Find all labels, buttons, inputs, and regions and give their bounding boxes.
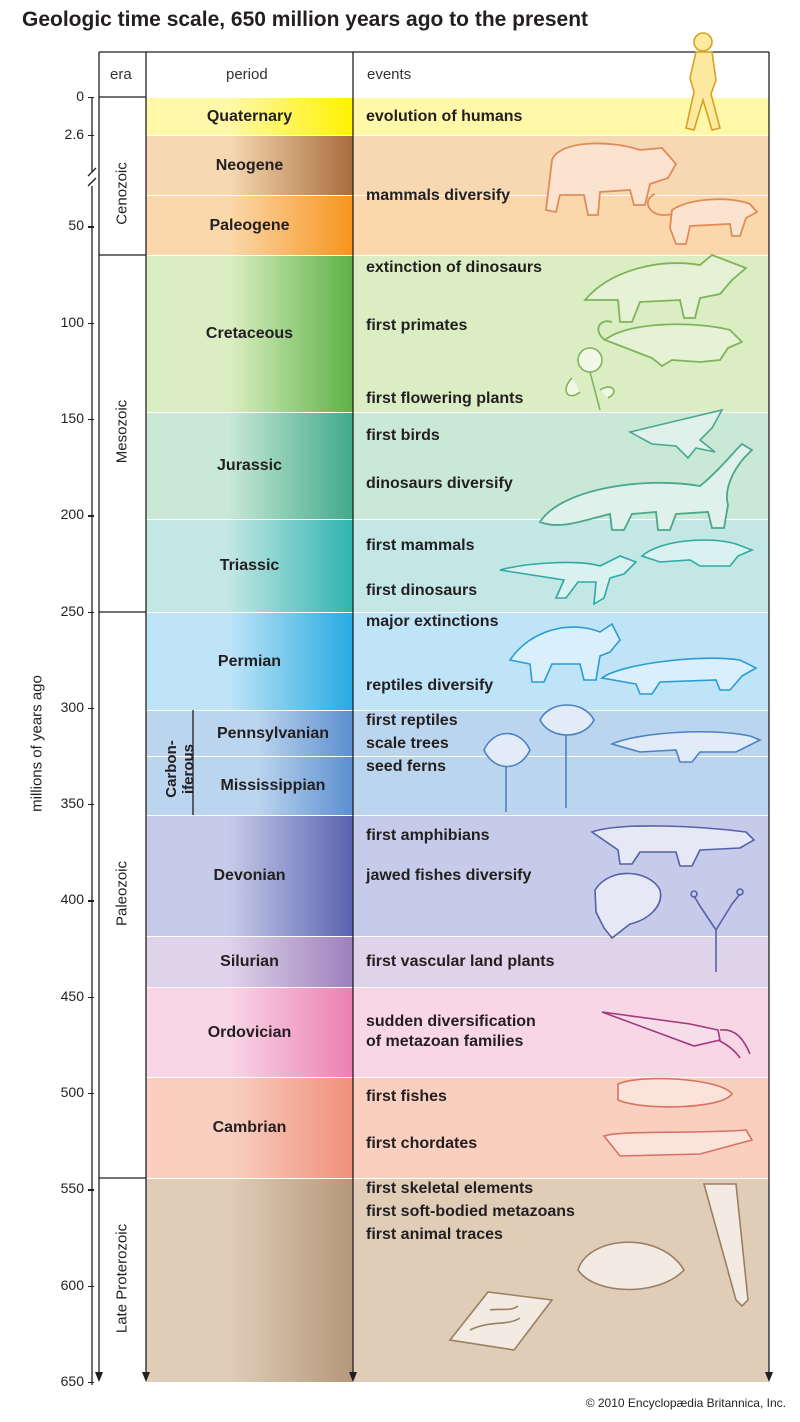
land-plant-icon <box>690 888 744 972</box>
event-seed-ferns: seed ferns <box>366 758 447 775</box>
event-major-extinctions: major extinctions <box>366 613 499 630</box>
period-paleogene: Paleogene <box>146 195 353 255</box>
event-first-primates: first primates <box>366 317 468 334</box>
page-title: Geologic time scale, 650 million years a… <box>22 8 589 31</box>
human-icon <box>685 32 721 131</box>
cone-fossil-icon <box>702 1183 749 1308</box>
event-evolution-of-humans: evolution of humans <box>366 108 523 125</box>
axis-tick-label: 2.6 <box>64 126 84 142</box>
lizard-icon <box>600 657 758 695</box>
events-column-header: events <box>367 66 412 83</box>
event-mammals-diversify: mammals diversify <box>366 187 511 204</box>
chordate-icon <box>602 1129 754 1157</box>
axis-tick-label: 200 <box>60 506 84 523</box>
event-first-reptiles: first reptiles <box>366 712 458 729</box>
lizard-icon-2 <box>609 731 762 763</box>
event-scale-trees: scale trees <box>366 735 449 752</box>
period-triassic: Triassic <box>146 519 353 612</box>
bird-icon <box>627 408 724 460</box>
period-quaternary: Quaternary <box>146 97 353 135</box>
period-neogene: Neogene <box>146 135 353 195</box>
axis-tick-label: 600 <box>60 1276 84 1293</box>
axis-tick <box>88 611 94 613</box>
event-first-amphibians: first amphibians <box>366 827 490 844</box>
cephalopod-icon <box>601 1011 751 1059</box>
event-first-skeletal-elements: first skeletal elements <box>366 1180 534 1197</box>
axis-tick <box>88 996 94 999</box>
event-first-vascular-land-plants: first vascular land plants <box>366 953 555 970</box>
period-silurian: Silurian <box>146 936 353 987</box>
sauropod-icon <box>538 442 754 531</box>
axis-tick <box>88 226 94 228</box>
axis-tick-label: 350 <box>60 795 84 812</box>
flower-icon <box>565 347 615 411</box>
event-jawed-fishes-diversify: jawed fishes diversify <box>366 867 532 884</box>
event-first-birds: first birds <box>366 427 440 444</box>
period-devonian: Devonian <box>146 815 353 936</box>
cat-icon <box>647 193 759 245</box>
event-reptiles-diversify: reptiles diversify <box>366 677 494 694</box>
period-cretaceous: Cretaceous <box>146 255 353 412</box>
axis-tick-label: 100 <box>60 313 84 330</box>
axis-tick-label: 150 <box>60 409 84 426</box>
axis-tick <box>88 804 94 806</box>
axis-tick-label: 50 <box>68 217 84 234</box>
event-first-animal-traces: first animal traces <box>366 1226 503 1243</box>
reptile-icon <box>508 622 621 683</box>
event-first-chordates: first chordates <box>366 1135 478 1152</box>
period-pennsylvanian: Pennsylvanian <box>193 710 353 756</box>
axis-tick <box>88 322 94 324</box>
event-extinction-of-dinosaurs: extinction of dinosaurs <box>366 259 543 276</box>
period-permian: Permian <box>146 612 353 710</box>
shell-fossil-icon <box>577 1241 685 1291</box>
event-sudden-diversification: sudden diversification <box>366 1013 536 1030</box>
event-first-flowering-plants: first flowering plants <box>366 390 524 407</box>
axis-tick-label: 400 <box>60 891 84 908</box>
axis-tick-label: 500 <box>60 1084 84 1101</box>
period-mississippian: Mississippian <box>193 756 353 815</box>
mammal-icon <box>640 539 755 567</box>
era-column-header: era <box>110 66 132 83</box>
triceratops-icon <box>583 253 748 323</box>
event-of-metazoan-families: of metazoan families <box>366 1033 524 1050</box>
period-jurassic: Jurassic <box>146 412 353 519</box>
axis-tick <box>88 707 94 710</box>
scale-tree-icon <box>539 704 595 808</box>
axis-tick <box>88 1189 94 1191</box>
amphibian-icon <box>590 825 756 867</box>
event-first-dinosaurs: first dinosaurs <box>366 582 478 599</box>
event-first-mammals: first mammals <box>366 537 475 554</box>
axis-tick-label: 250 <box>60 602 84 619</box>
seed-fern-icon <box>483 732 531 812</box>
event-dinosaurs-diversify: dinosaurs diversify <box>366 475 513 492</box>
axis-tick <box>88 515 94 517</box>
rhinoceros-icon <box>545 142 678 216</box>
axis-tick <box>88 135 94 137</box>
axis-tick <box>88 1285 94 1287</box>
copyright-notice: © 2010 Encyclopædia Britannica, Inc. <box>585 1396 786 1410</box>
axis-tick <box>88 1093 94 1095</box>
event-first-fishes: first fishes <box>366 1088 447 1105</box>
primate-icon <box>597 320 744 368</box>
axis-tick <box>88 1382 94 1384</box>
fish-fossil-icon <box>617 1077 734 1108</box>
axis-tick-label: 450 <box>60 987 84 1004</box>
trace-fossil-icon <box>448 1291 554 1351</box>
event-first-soft-bodied-metazoans: first soft-bodied metazoans <box>366 1203 575 1220</box>
axis-tick <box>88 418 94 421</box>
axis-tick-label: 0 <box>76 88 84 104</box>
dinosaur-icon <box>499 555 638 606</box>
axis-tick-label: 650 <box>60 1373 84 1389</box>
period-column-header: period <box>226 66 268 83</box>
period-cambrian: Cambrian <box>146 1077 353 1178</box>
axis-tick-label: 300 <box>60 698 84 715</box>
axis-tick-label: 550 <box>60 1180 84 1197</box>
axis-tick <box>88 900 94 902</box>
fish-icon <box>594 872 662 940</box>
axis-tick <box>88 97 94 99</box>
period-late-proterozoic <box>146 1178 353 1382</box>
period-ordovician: Ordovician <box>146 987 353 1077</box>
